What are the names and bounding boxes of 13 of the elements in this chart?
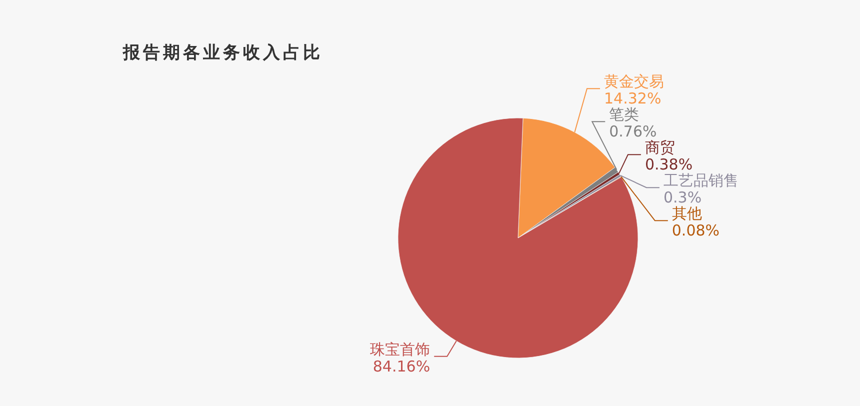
slice-label: 工艺品销售 <box>663 172 738 190</box>
data-label: 0.76% <box>609 122 657 141</box>
data-label: 14.32% <box>604 90 662 108</box>
data-label: 0.3% <box>663 188 702 207</box>
slice-label: 商贸 <box>644 138 675 157</box>
slice-label: 笔类 <box>609 106 640 124</box>
data-label: 0.38% <box>644 156 693 174</box>
data-label: 84.16% <box>372 357 430 376</box>
slice-label: 珠宝首饰 <box>370 340 430 358</box>
data-label: 0.08% <box>672 222 720 240</box>
slice-label: 黄金交易 <box>604 72 664 91</box>
slice-label: 其他 <box>672 204 702 223</box>
text: 报告期各业务收入占比 <box>122 43 323 63</box>
